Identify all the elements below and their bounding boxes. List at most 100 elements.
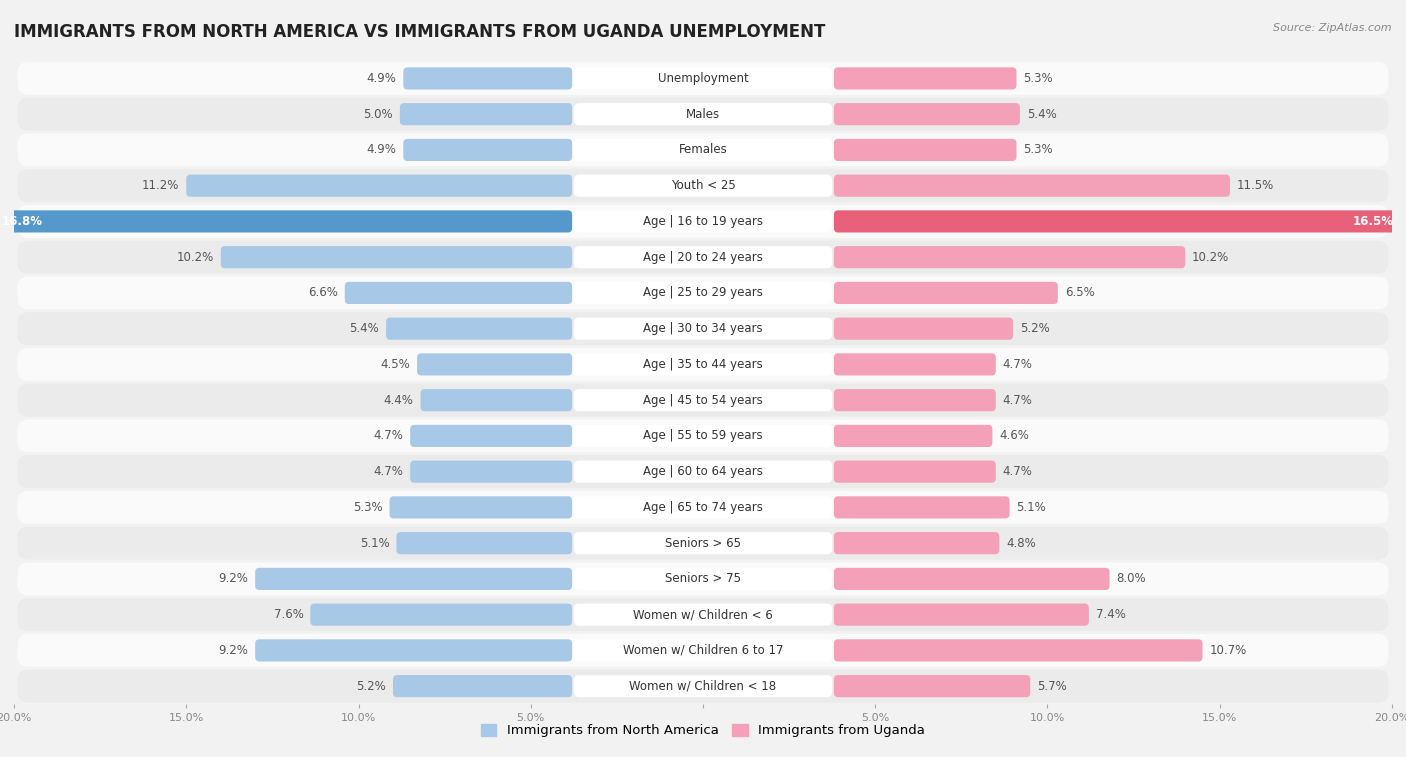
FancyBboxPatch shape [574,103,832,125]
Text: 4.7%: 4.7% [1002,465,1032,478]
Text: 7.6%: 7.6% [274,608,304,621]
FancyBboxPatch shape [834,67,1017,89]
Text: Age | 30 to 34 years: Age | 30 to 34 years [643,322,763,335]
Text: 4.7%: 4.7% [374,429,404,442]
FancyBboxPatch shape [17,170,1389,202]
FancyBboxPatch shape [404,139,572,161]
Text: 5.2%: 5.2% [1019,322,1050,335]
FancyBboxPatch shape [834,139,1017,161]
Text: 5.7%: 5.7% [1038,680,1067,693]
FancyBboxPatch shape [396,532,572,554]
FancyBboxPatch shape [399,103,572,125]
FancyBboxPatch shape [834,532,1000,554]
FancyBboxPatch shape [834,282,1057,304]
FancyBboxPatch shape [834,175,1230,197]
FancyBboxPatch shape [311,603,572,626]
Text: 10.2%: 10.2% [177,251,214,263]
FancyBboxPatch shape [221,246,572,268]
Text: Women w/ Children 6 to 17: Women w/ Children 6 to 17 [623,644,783,657]
FancyBboxPatch shape [834,103,1019,125]
Text: Women w/ Children < 18: Women w/ Children < 18 [630,680,776,693]
Text: 4.7%: 4.7% [1002,358,1032,371]
FancyBboxPatch shape [834,497,1010,519]
Text: Seniors > 65: Seniors > 65 [665,537,741,550]
Text: Women w/ Children < 6: Women w/ Children < 6 [633,608,773,621]
FancyBboxPatch shape [186,175,572,197]
FancyBboxPatch shape [17,455,1389,488]
FancyBboxPatch shape [574,675,832,697]
Text: Unemployment: Unemployment [658,72,748,85]
Text: 11.2%: 11.2% [142,179,180,192]
FancyBboxPatch shape [411,425,572,447]
FancyBboxPatch shape [0,210,572,232]
FancyBboxPatch shape [574,282,832,304]
Text: 11.5%: 11.5% [1237,179,1274,192]
FancyBboxPatch shape [392,675,572,697]
Text: 5.0%: 5.0% [363,107,392,120]
FancyBboxPatch shape [574,389,832,411]
FancyBboxPatch shape [834,389,995,411]
FancyBboxPatch shape [574,318,832,340]
FancyBboxPatch shape [574,568,832,590]
Text: 9.2%: 9.2% [218,644,249,657]
FancyBboxPatch shape [17,562,1389,595]
FancyBboxPatch shape [17,133,1389,167]
Text: 4.9%: 4.9% [367,72,396,85]
Text: IMMIGRANTS FROM NORTH AMERICA VS IMMIGRANTS FROM UGANDA UNEMPLOYMENT: IMMIGRANTS FROM NORTH AMERICA VS IMMIGRA… [14,23,825,41]
FancyBboxPatch shape [834,354,995,375]
Text: 16.5%: 16.5% [1353,215,1393,228]
Text: 10.2%: 10.2% [1192,251,1229,263]
Text: 9.2%: 9.2% [218,572,249,585]
Text: 5.3%: 5.3% [1024,143,1053,157]
FancyBboxPatch shape [574,497,832,519]
FancyBboxPatch shape [834,425,993,447]
FancyBboxPatch shape [344,282,572,304]
FancyBboxPatch shape [17,348,1389,381]
Text: Age | 65 to 74 years: Age | 65 to 74 years [643,501,763,514]
Text: 4.7%: 4.7% [374,465,404,478]
Text: Age | 20 to 24 years: Age | 20 to 24 years [643,251,763,263]
FancyBboxPatch shape [17,670,1389,702]
Text: Seniors > 75: Seniors > 75 [665,572,741,585]
FancyBboxPatch shape [574,175,832,197]
Text: 4.6%: 4.6% [1000,429,1029,442]
FancyBboxPatch shape [256,640,572,662]
FancyBboxPatch shape [574,532,832,554]
Text: 5.2%: 5.2% [356,680,387,693]
Text: 4.8%: 4.8% [1007,537,1036,550]
FancyBboxPatch shape [574,603,832,626]
Text: Age | 35 to 44 years: Age | 35 to 44 years [643,358,763,371]
Legend: Immigrants from North America, Immigrants from Uganda: Immigrants from North America, Immigrant… [475,718,931,743]
Text: 6.5%: 6.5% [1064,286,1094,300]
Text: Age | 55 to 59 years: Age | 55 to 59 years [643,429,763,442]
FancyBboxPatch shape [574,246,832,268]
Text: 4.7%: 4.7% [1002,394,1032,407]
FancyBboxPatch shape [574,460,832,483]
FancyBboxPatch shape [17,276,1389,310]
Text: Age | 60 to 64 years: Age | 60 to 64 years [643,465,763,478]
Text: Females: Females [679,143,727,157]
Text: 4.4%: 4.4% [384,394,413,407]
FancyBboxPatch shape [834,568,1109,590]
FancyBboxPatch shape [17,62,1389,95]
Text: Age | 25 to 29 years: Age | 25 to 29 years [643,286,763,300]
FancyBboxPatch shape [834,210,1402,232]
FancyBboxPatch shape [574,139,832,161]
FancyBboxPatch shape [389,497,572,519]
Text: 5.1%: 5.1% [360,537,389,550]
Text: 4.5%: 4.5% [381,358,411,371]
Text: 16.8%: 16.8% [1,215,44,228]
Text: 6.6%: 6.6% [308,286,337,300]
FancyBboxPatch shape [17,384,1389,416]
FancyBboxPatch shape [17,205,1389,238]
FancyBboxPatch shape [387,318,572,340]
Text: Age | 16 to 19 years: Age | 16 to 19 years [643,215,763,228]
FancyBboxPatch shape [834,318,1012,340]
FancyBboxPatch shape [834,603,1088,626]
Text: 5.3%: 5.3% [353,501,382,514]
FancyBboxPatch shape [834,460,995,483]
Text: Source: ZipAtlas.com: Source: ZipAtlas.com [1274,23,1392,33]
FancyBboxPatch shape [17,312,1389,345]
FancyBboxPatch shape [17,527,1389,559]
Text: 5.4%: 5.4% [350,322,380,335]
